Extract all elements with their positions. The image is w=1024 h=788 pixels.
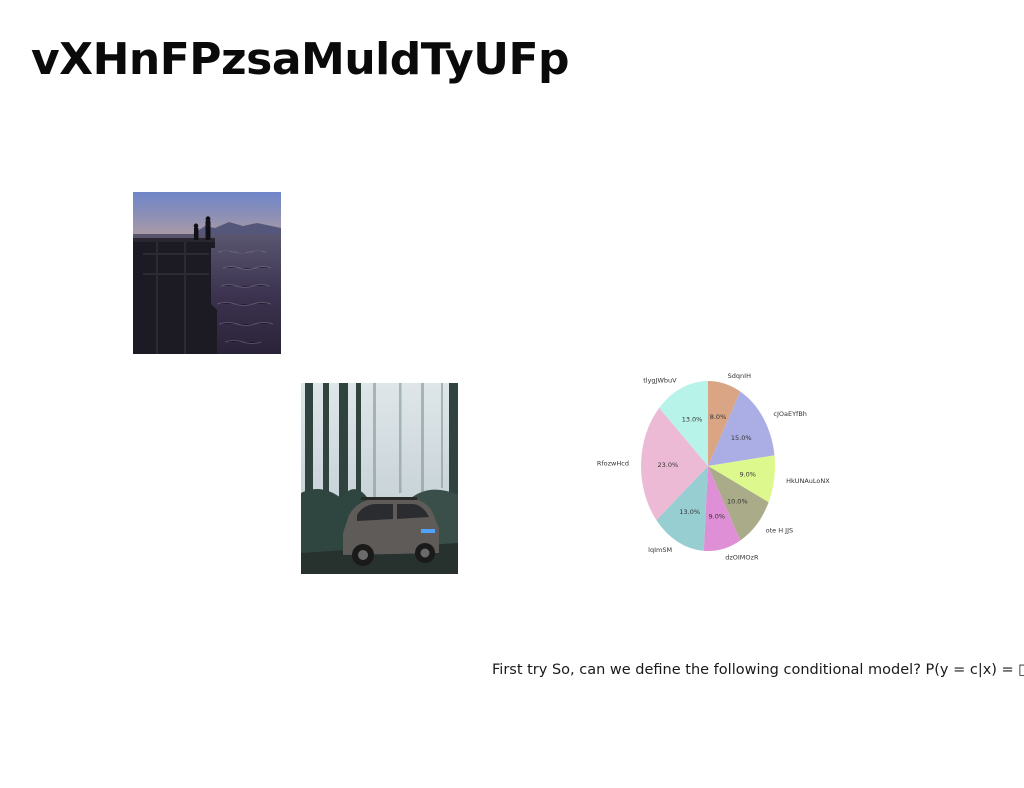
pie-slice-percent-label: 13.0% xyxy=(679,508,700,516)
pie-category-label: RfozwHcd xyxy=(597,460,629,468)
page-title: vXHnFPzsaMuldTyUFp xyxy=(31,34,570,85)
pie-category-label: tlygJWbuV xyxy=(643,377,677,385)
forest-car-photo xyxy=(301,383,458,574)
pie-slice xyxy=(708,391,775,466)
pie-slice xyxy=(659,381,708,466)
pie-slice xyxy=(703,466,741,551)
pie-category-label: ote H JJS xyxy=(766,527,794,535)
pie-slice xyxy=(708,381,741,466)
pie-slice-percent-label: 23.0% xyxy=(657,461,678,469)
pie-category-label: HkUNAuLoNX xyxy=(786,477,830,485)
pier-silhouette-photo xyxy=(133,192,281,354)
pie-slice-percent-label: 9.0% xyxy=(739,470,756,478)
pie-category-label: cJOaEYfBh xyxy=(773,410,807,418)
pie-slice-percent-label: 10.0% xyxy=(727,497,748,505)
pie-slice-percent-label: 9.0% xyxy=(709,512,726,520)
pie-category-label: lqImSM xyxy=(648,546,672,554)
body-text: First try So, can we define the followin… xyxy=(492,662,1024,678)
pie-category-label: SdqnIH xyxy=(728,372,751,380)
pie-slice xyxy=(708,455,775,503)
pie-slice xyxy=(708,466,769,541)
pie-slice-percent-label: 13.0% xyxy=(682,416,703,424)
pie-chart: 8.0% 15.0% 9.0% 10.0% 9.0% 13.0% 23.0% 13.0% Sd… xyxy=(560,358,860,573)
pie-category-label: dzOIMOzR xyxy=(725,554,759,562)
pie-slice xyxy=(656,466,708,551)
pie-slice-percent-label: 8.0% xyxy=(710,413,727,421)
pie-slice-percent-label: 15.0% xyxy=(731,434,752,442)
pie-slice xyxy=(641,407,708,521)
